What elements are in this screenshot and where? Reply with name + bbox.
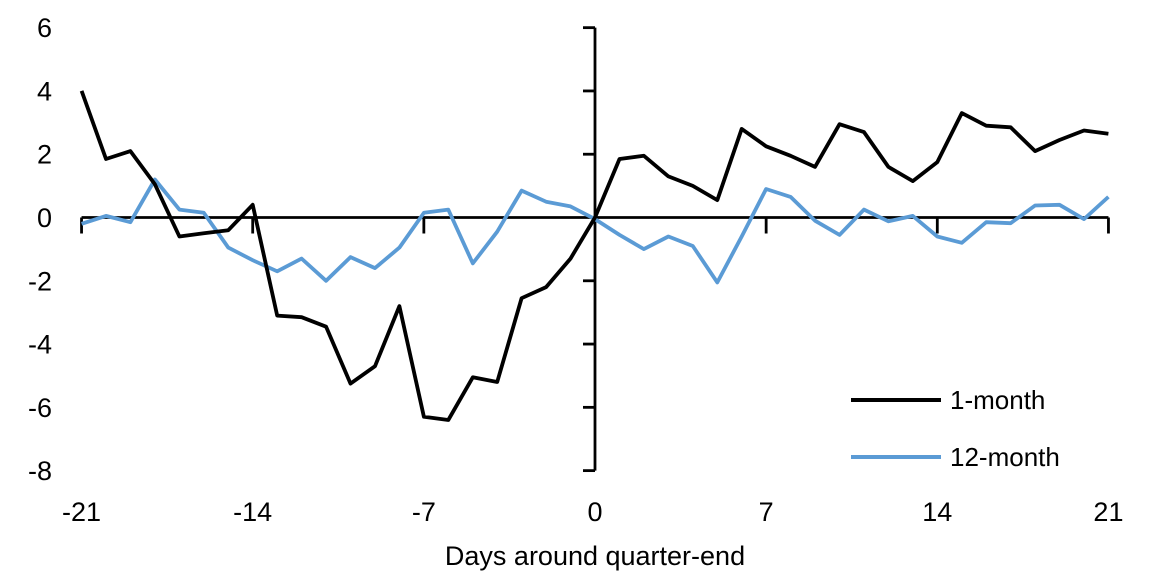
x-tick-label: -21 bbox=[62, 497, 101, 527]
series-lines bbox=[79, 90, 1110, 422]
x-tick-label: -14 bbox=[233, 497, 272, 527]
y-tick-labels: 6 4 2 0 -2 -4 -6 -8 bbox=[28, 13, 52, 486]
x-axis-title: Days around quarter-end bbox=[445, 541, 745, 571]
y-tick-label: -4 bbox=[28, 330, 52, 360]
y-tick-label: 6 bbox=[37, 13, 52, 43]
legend: 1-month 12-month bbox=[851, 385, 1060, 472]
y-tick-label: 2 bbox=[37, 140, 52, 170]
x-tick-label: -7 bbox=[412, 497, 436, 527]
y-tick-label: -6 bbox=[28, 393, 52, 423]
y-tick-label: 4 bbox=[37, 76, 52, 106]
x-tick-labels: -21 -14 -7 0 7 14 21 bbox=[62, 497, 1123, 527]
legend-label-12-month: 12-month bbox=[950, 442, 1060, 472]
x-tick-label: 14 bbox=[922, 497, 952, 527]
x-tick-label: 7 bbox=[759, 497, 774, 527]
series-line-1-month bbox=[79, 90, 1109, 422]
x-tick-label: 0 bbox=[587, 497, 602, 527]
legend-label-1-month: 1-month bbox=[950, 385, 1045, 415]
x-tick-label: 21 bbox=[1093, 497, 1123, 527]
y-tick-label: -2 bbox=[28, 266, 52, 296]
y-tick-label: -8 bbox=[28, 456, 52, 486]
y-tick-label: 0 bbox=[37, 203, 52, 233]
